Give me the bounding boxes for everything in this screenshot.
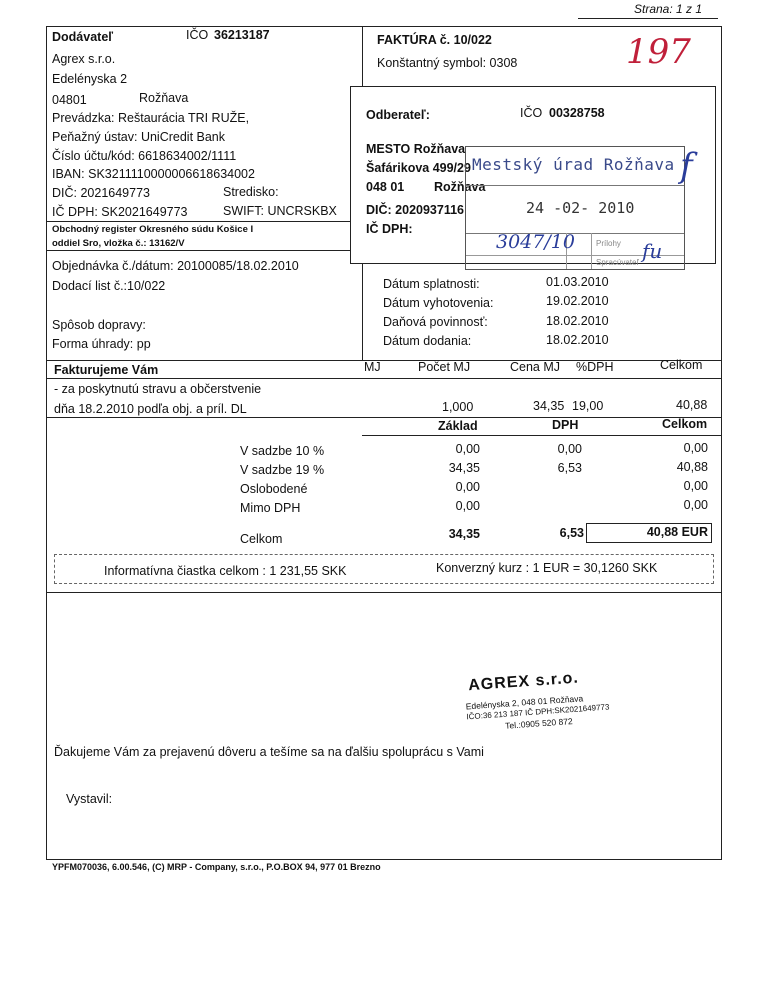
supplier-city: Rožňava xyxy=(139,91,189,105)
supplier-swift: SWIFT: UNCRSKBX xyxy=(223,204,337,218)
customer-street: Šafárikova 499/29 xyxy=(366,161,471,175)
summary-row-label: V sadzbe 19 % xyxy=(240,463,325,477)
stamp-attachments-label: Prílohy xyxy=(596,239,621,248)
summary-row-label: Mimo DPH xyxy=(240,501,301,515)
invoice-title: FAKTÚRA č. 10/022 xyxy=(377,33,492,47)
col-mj-header: MJ xyxy=(364,360,381,374)
signature-icon: fu xyxy=(642,239,663,263)
customer-ico: 00328758 xyxy=(549,106,605,120)
date-label: Daňová povinnosť: xyxy=(383,315,488,329)
summary-row-vat: 6,53 xyxy=(557,461,582,475)
customer-dic: DIČ: 2020937116 xyxy=(366,203,464,217)
date-label: Dátum dodania: xyxy=(383,334,472,348)
supplier-stredisko: Stredisko: xyxy=(223,185,279,199)
date-label: Dátum splatnosti: xyxy=(383,277,480,291)
company-stamp: AGREX s.r.o. Edelényska 2, 048 01 Rožňav… xyxy=(462,667,626,748)
order-line: Objednávka č./dátum: 20100085/18.02.2010 xyxy=(52,259,299,273)
customer-section xyxy=(350,86,716,264)
supplier-ico: 36213187 xyxy=(214,28,270,42)
supplier-ico-label: IČO xyxy=(186,28,209,42)
item-vat: 19,00 xyxy=(572,399,604,413)
summary-total-base: 34,35 xyxy=(448,527,480,541)
info-box xyxy=(54,554,714,584)
col-price-header: Cena MJ xyxy=(510,360,561,374)
customer-zip: 048 01 xyxy=(366,180,405,194)
payment-method: Forma úhrady: pp xyxy=(52,337,151,351)
summary-row-label: V sadzbe 10 % xyxy=(240,444,325,458)
delivery-note: Dodací list č.:10/022 xyxy=(52,279,166,293)
handwritten-number: 197 xyxy=(626,32,691,72)
supplier-zip: 04801 xyxy=(52,93,87,107)
summary-base-header: Základ xyxy=(438,419,478,433)
supplier-register-1: Obchodný register Okresného súdu Košice … xyxy=(52,224,254,235)
conversion-rate: Konverzný kurz : 1 EUR = 30,1260 SKK xyxy=(436,561,658,575)
stamp-number: 3047/10 xyxy=(496,231,575,253)
summary-row-label: Oslobodené xyxy=(240,482,308,496)
summary-vat-header: DPH xyxy=(552,418,579,432)
summary-total-vat: 6,53 xyxy=(559,526,584,540)
stamp-office: Mestský úrad Rožňava xyxy=(472,155,675,174)
summary-row-total: 0,00 xyxy=(683,441,708,455)
date-label: Dátum vyhotovenia: xyxy=(383,296,494,310)
col-desc-header: Fakturujeme Vám xyxy=(54,363,159,377)
footer: YPFM070036, 6.00.546, (C) MRP - Company,… xyxy=(52,862,381,872)
item-qty: 1,000 xyxy=(442,400,474,414)
summary-row-base: 0,00 xyxy=(455,499,480,513)
summary-row-base: 0,00 xyxy=(455,442,480,456)
item-desc-1: - za poskytnutú stravu a občerstvenie xyxy=(54,382,262,396)
customer-city: Rožňava xyxy=(434,180,486,194)
customer-ico-label: IČO xyxy=(520,106,543,120)
customer-ic-dph: IČ DPH: xyxy=(366,222,413,236)
summary-row-total: 40,88 xyxy=(676,460,708,474)
summary-row-total: 0,00 xyxy=(683,498,708,512)
thanks-text: Ďakujeme Vám za prejavenú dôveru a teším… xyxy=(54,745,484,759)
info-amount: Informatívna čiastka celkom : 1 231,55 S… xyxy=(104,564,347,578)
summary-row-vat: 0,00 xyxy=(557,442,582,456)
initial-signature-icon: f xyxy=(680,146,693,186)
stamp-processor-label: Spracúvateľ xyxy=(596,258,639,267)
company-stamp-line-3: Tel.:0905 520 872 xyxy=(504,716,573,731)
registry-stamp: Mestský úrad Rožňava 24 -02- 2010 3047/1… xyxy=(465,146,685,270)
item-total: 40,88 xyxy=(676,398,708,412)
date-value: 18.02.2010 xyxy=(546,333,609,347)
supplier-register-2: oddiel Sro, vložka č.: 13162/V xyxy=(52,238,185,249)
supplier-heading: Dodávateľ xyxy=(52,30,114,44)
supplier-premises: Prevádzka: Reštaurácia TRI RUŽE, xyxy=(52,111,250,125)
item-desc-2: dňa 18.2.2010 podľa obj. a príl. DL xyxy=(54,402,247,416)
stamp-date: 24 -02- 2010 xyxy=(526,199,635,217)
customer-name: MESTO Rožňava xyxy=(366,142,466,156)
summary-total-header: Celkom xyxy=(662,417,708,431)
invoice-frame xyxy=(46,26,722,860)
summary-row-total: 0,00 xyxy=(683,479,708,493)
transport-method: Spôsob dopravy: xyxy=(52,318,146,332)
date-value: 01.03.2010 xyxy=(546,275,609,289)
supplier-bank: Peňažný ústav: UniCredit Bank xyxy=(52,130,226,144)
supplier-street: Edelényska 2 xyxy=(52,72,128,86)
item-price: 34,35 xyxy=(533,399,565,413)
summary-row-base: 0,00 xyxy=(455,480,480,494)
page-indicator: Strana: 1 z 1 xyxy=(634,2,703,16)
constant-symbol: Konštantný symbol: 0308 xyxy=(377,56,518,70)
grand-total: 40,88 EUR xyxy=(646,525,708,539)
col-vat-header: %DPH xyxy=(576,360,614,374)
date-value: 18.02.2010 xyxy=(546,314,609,328)
supplier-account: Číslo účtu/kód: 6618634002/1111 xyxy=(52,149,237,163)
summary-total-label: Celkom xyxy=(240,532,283,546)
col-qty-header: Počet MJ xyxy=(418,360,471,374)
date-value: 19.02.2010 xyxy=(546,294,609,308)
grand-total-box xyxy=(586,523,712,543)
supplier-name: Agrex s.r.o. xyxy=(52,52,116,66)
supplier-dic: DIČ: 2021649773 xyxy=(52,186,150,200)
col-total-header: Celkom xyxy=(660,358,703,372)
supplier-iban: IBAN: SK3211110000006618634002 xyxy=(52,167,255,181)
issued-by: Vystavil: xyxy=(66,792,113,806)
summary-row-base: 34,35 xyxy=(448,461,480,475)
supplier-ic-dph: IČ DPH: SK2021649773 xyxy=(52,205,188,219)
customer-heading: Odberateľ: xyxy=(366,108,430,122)
